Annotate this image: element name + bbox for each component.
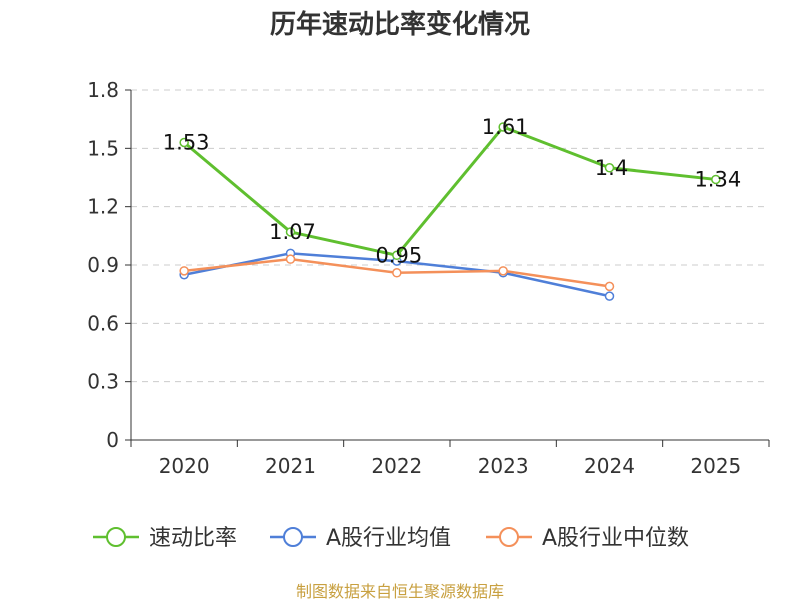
y-tick-label: 1.8 — [87, 78, 119, 102]
x-tick-label: 2020 — [159, 454, 210, 478]
x-tick-label: 2024 — [584, 454, 635, 478]
source-note: 制图数据来自恒生聚源数据库 — [295, 582, 504, 601]
y-tick-label: 1.2 — [87, 195, 119, 219]
y-tick-label: 0.3 — [87, 370, 119, 394]
data-label: 1.53 — [163, 131, 210, 155]
data-point — [179, 137, 189, 148]
data-point — [498, 122, 508, 132]
data-point — [498, 266, 508, 276]
series-line — [183, 125, 716, 257]
data-point — [392, 250, 402, 261]
y-tick-label: 0 — [106, 428, 119, 452]
legend-label: A股行业中位数 — [542, 526, 689, 551]
data-point — [711, 174, 721, 185]
legend-label: 速动比率 — [149, 526, 237, 551]
y-tick-label: 0.6 — [87, 311, 119, 335]
legend-marker — [283, 527, 303, 547]
chart-title: 历年速动比率变化情况 — [269, 10, 530, 40]
data-point — [179, 266, 189, 276]
data-label: 1.07 — [269, 220, 316, 244]
data-label: 1.61 — [482, 115, 529, 139]
x-tick-label: 2023 — [478, 454, 529, 478]
legend-marker — [106, 527, 126, 547]
data-point — [285, 227, 296, 237]
data-label: 1.4 — [595, 156, 628, 180]
x-tick-label: 2021 — [265, 454, 316, 478]
data-point — [285, 254, 296, 264]
y-tick-label: 0.9 — [87, 253, 119, 277]
data-point — [604, 281, 615, 292]
data-point — [604, 163, 615, 173]
data-point — [604, 291, 615, 301]
data-label: 1.34 — [694, 167, 741, 191]
legend-marker — [499, 527, 519, 547]
data-label: 0.95 — [375, 243, 422, 267]
data-point — [392, 268, 402, 278]
x-tick-label: 2025 — [690, 454, 741, 478]
legend-label: A股行业均值 — [326, 526, 451, 551]
y-tick-label: 1.5 — [87, 136, 119, 160]
x-tick-label: 2022 — [371, 454, 422, 478]
